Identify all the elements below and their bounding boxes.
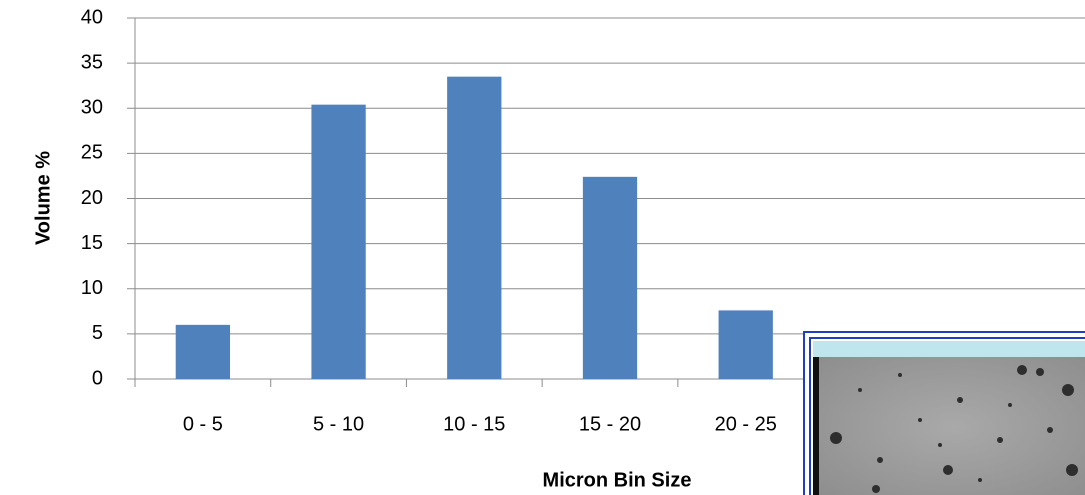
bar — [176, 325, 230, 379]
bar — [311, 105, 365, 379]
bar — [447, 77, 501, 379]
x-tick-label: 0 - 5 — [183, 413, 223, 435]
x-tick-label: 5 - 10 — [313, 413, 364, 435]
y-axis-title: Volume % — [32, 151, 54, 245]
x-axis-title: Micron Bin Size — [543, 469, 692, 491]
bar — [719, 310, 773, 379]
y-tick-label: 15 — [81, 232, 103, 254]
inset-photo — [804, 332, 1085, 495]
y-tick-label: 40 — [81, 6, 103, 28]
bar — [583, 177, 637, 379]
y-tick-label: 20 — [81, 187, 103, 209]
y-tick-label: 25 — [81, 142, 103, 164]
chart: Micron Bin Size Volume % 0 5 10 15 20 25 30 35 4… — [0, 0, 1085, 495]
x-tick-label: 20 - 25 — [715, 413, 777, 435]
y-tick-label: 0 — [92, 367, 103, 389]
x-tick-label: 10 - 15 — [443, 413, 505, 435]
y-tick-label: 10 — [81, 277, 103, 299]
y-tick-label: 30 — [81, 97, 103, 119]
x-tick-label: 15 - 20 — [579, 413, 641, 435]
y-tick-label: 5 — [92, 322, 103, 344]
y-tick-label: 35 — [81, 51, 103, 73]
